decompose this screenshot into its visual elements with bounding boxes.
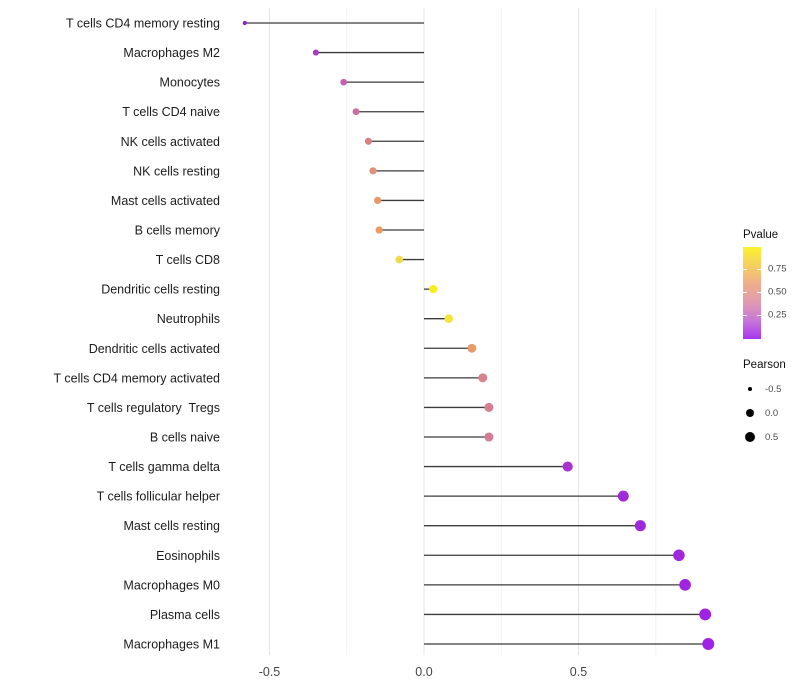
lollipop-dot: [673, 549, 685, 562]
legend-pearson-label: 0.5: [765, 431, 779, 443]
legend-pearson-dot: [744, 431, 756, 443]
y-axis-label: Neutrophils: [157, 312, 220, 326]
lollipop-dot: [340, 78, 347, 86]
lollipop-dot: [562, 461, 573, 472]
lollipop-dot: [478, 373, 488, 383]
lollipop-dot: [484, 402, 494, 412]
y-axis-label: Dendritic cells activated: [89, 342, 220, 356]
legend-pearson-label: -0.5: [765, 383, 782, 395]
lollipop-dot: [429, 285, 438, 294]
y-axis-label: Mast cells activated: [111, 194, 220, 208]
legend-pearson-dot-cell: [743, 386, 757, 392]
lollipop-dot: [374, 196, 382, 205]
legend-pearson-dot-cell: [743, 431, 757, 443]
legend-pearson: Pearson -0.5 0.0 0.5: [743, 359, 800, 449]
legend-pearson-dot: [747, 386, 753, 392]
y-axis-label: T cells follicular helper: [97, 490, 220, 504]
y-axis-label: Dendritic cells resting: [101, 283, 220, 297]
lollipop-dot: [702, 638, 715, 650]
lollipop-dot: [364, 137, 372, 145]
lollipop-dot: [312, 49, 319, 56]
x-axis-tick-label: 0.0: [415, 665, 432, 679]
y-axis-label: T cells CD4 memory resting: [66, 17, 220, 31]
pvalue-tick-label: 0.25: [768, 309, 787, 321]
lollipop-dot: [634, 520, 646, 532]
lollipop-dot: [375, 226, 383, 234]
legend-pearson-items: -0.5 0.0 0.5: [743, 377, 800, 449]
pvalue-tick-mark: [757, 292, 761, 293]
legend-pearson-row: 0.5: [743, 425, 800, 449]
pvalue-tick-mark: [743, 292, 747, 293]
y-axis-label: B cells naive: [150, 430, 220, 444]
pvalue-tick-mark: [757, 269, 761, 270]
legend-pearson-row: -0.5: [743, 377, 800, 401]
lollipop-dot: [467, 343, 477, 353]
y-axis-label: Macrophages M0: [123, 578, 220, 592]
x-axis-tick-label: 0.5: [570, 665, 587, 679]
y-axis-label: Macrophages M2: [123, 46, 220, 60]
pvalue-colorbar-gradient: [743, 247, 761, 339]
lollipop-dot: [679, 579, 691, 591]
lollipop-dot: [444, 314, 453, 323]
pvalue-tick-label: 0.50: [768, 286, 787, 298]
y-axis-label: T cells CD4 memory activated: [54, 371, 221, 385]
legend-pvalue-title: Pvalue: [743, 229, 779, 241]
legend-pearson-title: Pearson: [743, 359, 786, 371]
pvalue-colorbar-wrap: 0.75 0.50 0.25: [743, 247, 787, 339]
y-axis-label: T cells CD8: [156, 253, 220, 267]
lollipop-dot: [484, 432, 494, 442]
legend-pearson-dot: [745, 408, 755, 418]
lollipop-dot: [395, 255, 404, 264]
lollipop-dot: [242, 20, 247, 26]
lollipop-dot: [617, 490, 629, 502]
y-axis-label: Monocytes: [160, 76, 220, 90]
y-axis-label: B cells memory: [135, 223, 221, 237]
y-axis-label: Eosinophils: [156, 549, 220, 563]
pvalue-tick-mark: [743, 315, 747, 316]
y-axis-label: NK cells resting: [133, 164, 220, 178]
y-axis-label: T cells gamma delta: [108, 460, 220, 474]
lollipop-dot: [352, 108, 360, 116]
pvalue-tick-mark: [757, 315, 761, 316]
pvalue-tick-label: 0.75: [768, 263, 787, 275]
legend-pvalue: Pvalue 0.75 0.50 0.25: [743, 229, 800, 339]
y-axis-label: T cells regulatory Tregs: [87, 401, 220, 415]
lollipop-dot: [369, 167, 377, 175]
y-axis-label: Mast cells resting: [123, 519, 220, 533]
legend-pearson-dot-cell: [743, 408, 757, 418]
y-axis-label: Macrophages M1: [123, 637, 220, 651]
lollipop-dot: [699, 608, 712, 621]
x-axis-tick-label: -0.5: [259, 665, 281, 679]
legend-pearson-row: 0.0: [743, 401, 800, 425]
y-axis-label: NK cells activated: [121, 135, 220, 149]
pvalue-tick-mark: [743, 269, 747, 270]
legend-pearson-label: 0.0: [765, 407, 779, 419]
y-axis-label: Plasma cells: [150, 608, 220, 622]
y-axis-label: T cells CD4 naive: [122, 105, 220, 119]
